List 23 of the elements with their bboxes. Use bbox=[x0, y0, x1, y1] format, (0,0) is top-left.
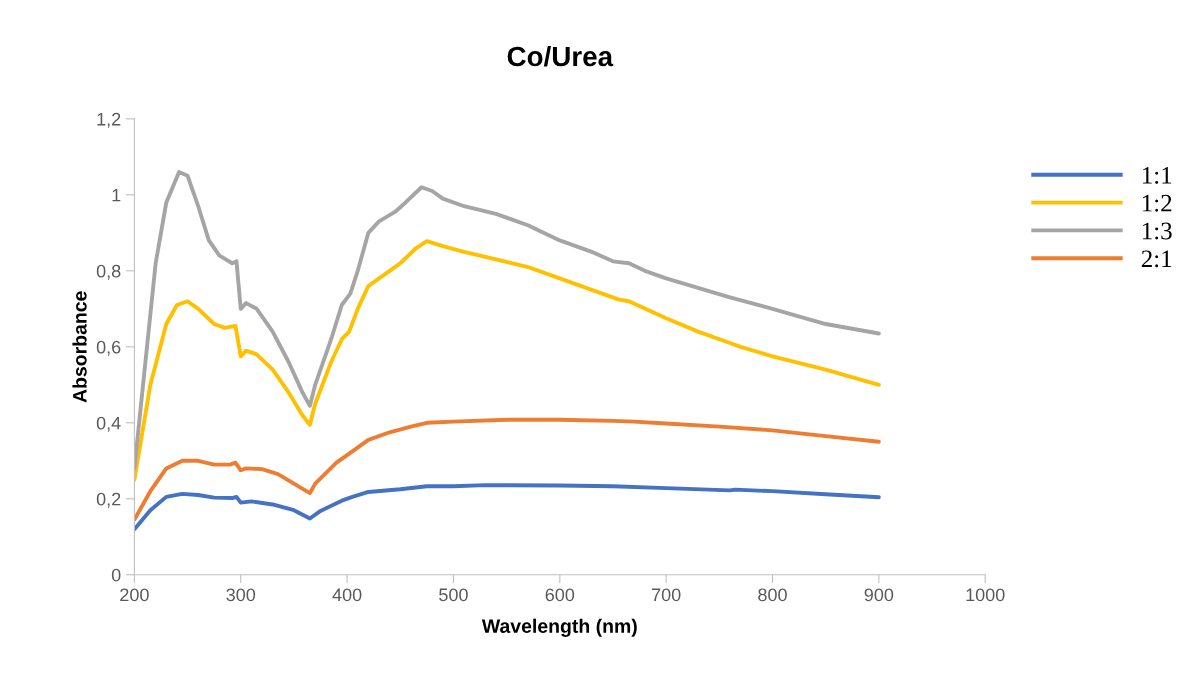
y-tick-label: 0 bbox=[111, 568, 121, 582]
chart-title: Co/Urea bbox=[507, 45, 614, 67]
x-tick-label: 600 bbox=[545, 588, 575, 602]
y-tick-label: 1,2 bbox=[97, 112, 121, 128]
legend-label: 1:1 bbox=[1142, 167, 1172, 184]
x-tick-label: 500 bbox=[439, 588, 468, 602]
y-tick-label: 1 bbox=[112, 188, 121, 202]
y-tick-label: 0,2 bbox=[96, 492, 121, 508]
y-tick-label: 0,8 bbox=[96, 264, 121, 280]
legend-label: 1:2 bbox=[1142, 194, 1172, 212]
legend-label: 2:1 bbox=[1141, 250, 1172, 268]
x-tick-label: 200 bbox=[120, 588, 149, 602]
x-tick-label: 700 bbox=[652, 588, 681, 602]
x-tick-label: 900 bbox=[864, 588, 894, 602]
y-tick-label: 0,4 bbox=[96, 416, 121, 432]
y-axis-title: Absorbance bbox=[72, 291, 87, 403]
x-tick-label: 800 bbox=[758, 588, 787, 602]
y-tick-label: 0,6 bbox=[96, 340, 121, 356]
x-tick-label: 300 bbox=[226, 588, 256, 602]
x-tick-label: 400 bbox=[332, 588, 362, 602]
legend-label: 1:3 bbox=[1142, 222, 1172, 240]
x-axis-title: Wavelength (nm) bbox=[481, 618, 637, 637]
x-tick-label: 1000 bbox=[966, 588, 1005, 602]
